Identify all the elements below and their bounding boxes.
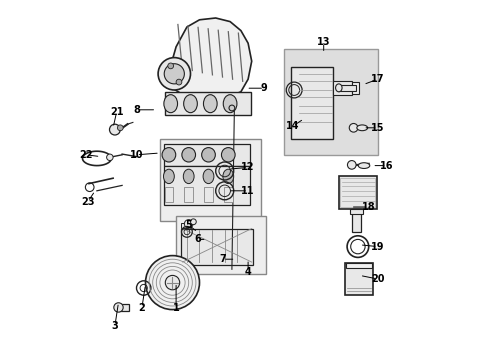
Text: 11: 11 [241, 186, 254, 196]
Bar [163, 166, 249, 205]
Ellipse shape [358, 163, 369, 168]
Bar [346, 263, 371, 268]
Ellipse shape [223, 95, 237, 113]
Bar [204, 187, 212, 202]
Bar [338, 176, 376, 209]
Circle shape [165, 275, 179, 290]
Circle shape [167, 63, 173, 69]
Ellipse shape [335, 84, 342, 92]
Text: 14: 14 [286, 121, 299, 131]
Bar [118, 304, 128, 311]
Text: 3: 3 [111, 321, 118, 331]
Bar [181, 223, 187, 228]
Text: 7: 7 [219, 254, 226, 264]
Bar [160, 139, 260, 221]
Bar [284, 49, 377, 155]
Bar [351, 209, 360, 232]
Circle shape [348, 123, 357, 132]
Ellipse shape [223, 169, 233, 184]
Bar [224, 187, 232, 202]
Text: 10: 10 [129, 150, 143, 160]
Ellipse shape [203, 169, 213, 184]
Ellipse shape [356, 125, 367, 131]
Circle shape [145, 256, 199, 310]
Text: 16: 16 [379, 161, 393, 171]
Ellipse shape [162, 148, 175, 162]
Bar [163, 144, 249, 166]
Text: 4: 4 [244, 267, 251, 277]
Bar [351, 82, 358, 94]
Circle shape [109, 124, 120, 135]
Bar [164, 187, 173, 202]
Bar [345, 263, 373, 295]
Text: 13: 13 [316, 37, 330, 48]
Ellipse shape [203, 95, 217, 113]
Text: 2: 2 [138, 303, 145, 313]
Text: 8: 8 [133, 105, 140, 115]
Circle shape [164, 64, 184, 84]
Polygon shape [165, 18, 251, 101]
Bar [164, 92, 250, 115]
Circle shape [184, 220, 193, 228]
Text: 20: 20 [370, 274, 384, 284]
Circle shape [117, 125, 123, 131]
Text: 18: 18 [361, 202, 375, 212]
Text: 5: 5 [185, 220, 192, 230]
Text: 23: 23 [81, 197, 95, 207]
Text: 17: 17 [370, 74, 384, 84]
Ellipse shape [221, 148, 235, 162]
Ellipse shape [182, 148, 195, 162]
Text: 12: 12 [241, 162, 254, 172]
Ellipse shape [201, 148, 215, 162]
Text: 9: 9 [261, 83, 267, 93]
Bar [332, 81, 352, 95]
Text: 21: 21 [110, 107, 123, 117]
Circle shape [347, 161, 355, 169]
Ellipse shape [183, 169, 194, 184]
Bar [181, 229, 253, 265]
Circle shape [158, 58, 190, 90]
Bar [349, 209, 362, 214]
Bar [337, 85, 355, 91]
Ellipse shape [163, 95, 177, 113]
Text: 6: 6 [194, 234, 201, 244]
Ellipse shape [163, 169, 174, 184]
Bar [340, 178, 374, 207]
Bar [291, 67, 332, 139]
Circle shape [190, 219, 196, 225]
Text: 15: 15 [370, 123, 384, 133]
Text: 19: 19 [370, 242, 384, 252]
Text: 1: 1 [172, 303, 179, 313]
Bar [184, 187, 193, 202]
Text: 22: 22 [79, 150, 93, 160]
Circle shape [106, 154, 113, 161]
Circle shape [176, 79, 182, 85]
Circle shape [114, 303, 123, 312]
Ellipse shape [183, 95, 197, 113]
Bar [176, 216, 265, 274]
